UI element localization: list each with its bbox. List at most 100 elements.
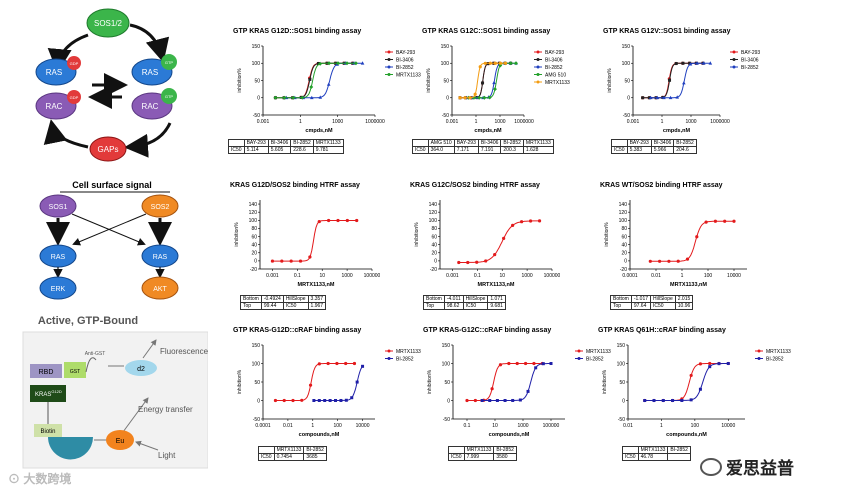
table-cell: MRTX1133 [637,446,669,454]
legend-label: BI-3406 [741,57,759,63]
y-tick-label: 80 [621,226,627,232]
data-point [465,398,469,403]
table-cell: 1.071 [487,295,506,303]
x-axis-label: compounds,nM [489,432,530,437]
signaling-diagram: Cell surface signal SOS1 SOS2 RAS RAS ER… [39,180,179,300]
data-point [685,257,690,261]
results-table-8: MRTX1133 BI-2852 IC50 7.999 3580 [448,446,517,461]
table-cell: IC50 [258,453,275,461]
legend-marker [732,58,736,61]
fluorescence-label: Fluorescence [160,347,208,356]
y-tick-label: 0 [447,398,450,404]
watermark-left: ⊙ 大数跨境 [8,472,72,486]
series-line-2 [642,62,704,99]
y-tick-label: 0 [257,96,260,102]
y-tick-label: 100 [441,61,450,67]
ras-label-1: RAS [51,254,66,261]
data-point [484,259,488,263]
table-cell: 1.628 [522,146,554,154]
data-point [717,362,721,366]
x-tick-label: 1 [661,119,664,125]
y-tick-label: -50 [623,113,630,119]
gdp-label-1: GDP [70,61,79,66]
data-point [483,61,487,65]
y-axis-label: inhibition% [427,369,433,394]
y-tick-label: -50 [618,417,625,423]
data-point [534,366,538,370]
data-point [713,219,718,223]
table-cell: AMG 510 [427,139,455,147]
chart-title-9: GTP KRAS Q61H::cRAF binding assay [598,327,726,334]
table-cell [228,139,245,147]
table-cell: Bottom [610,295,632,303]
results-table-4: Bottom -0.4924 HillSlope 3.357 Top 99.44 IC50 1… [240,295,327,310]
y-tick-label: 150 [617,343,626,349]
chart-4: -20 0 20 40 60 80 100 120 140 0.001 0.1 10 1000 10000… [234,200,380,287]
y-tick-label: 100 [442,361,451,367]
table-cell: 9.681 [487,302,506,310]
data-point [695,235,699,239]
results-table-7: MRTX1133 BI-2852 IC50 0.7454 3685 [258,446,327,461]
kras-box [30,385,66,402]
sos12-label: SOS1/2 [94,19,123,28]
y-tick-label: -20 [250,267,257,273]
chart-3: -50 0 50 100 150 0.001 1 1000 1000000 cmpds,nM inh… [607,44,760,133]
chart-9: -50 0 50 100 150 0.01 1 100 10000 compounds,nM inh… [602,343,791,437]
streptavidin-shape [48,437,93,460]
data-point [309,85,314,90]
legend-label: MRTX1133 [586,349,611,355]
table-cell: 7.191 [477,146,502,154]
energy-transfer-label: Energy transfer [138,405,193,414]
data-point [492,80,496,85]
data-point [317,219,321,224]
data-point [701,61,706,65]
table-cell: 0.7454 [273,453,305,461]
legend-label: MRTX1133 [766,349,791,355]
biotin-box [34,424,62,437]
y-tick-label: 0 [446,96,449,102]
data-point [344,61,349,66]
series-line-2 [644,363,729,401]
y-tick-label: 140 [619,202,628,208]
data-point [490,387,494,391]
data-point [473,92,477,96]
data-point [541,362,545,366]
legend-marker [387,349,391,353]
data-point [493,61,497,65]
data-point [318,95,323,99]
x-axis-label: MRTX1133,nM [298,282,335,287]
series-line-1 [272,220,357,262]
data-point [668,95,673,100]
legend-marker [536,65,540,69]
data-point [523,361,528,366]
y-tick-label: 60 [431,234,437,240]
eu-node [106,430,134,450]
sos1-node [39,194,77,218]
data-point [708,365,712,369]
series-line-3 [466,62,516,99]
y-axis-label: inhibition% [426,68,432,93]
data-point [518,398,522,402]
chart-title-3: GTP KRAS G12V::SOS1 binding assay [603,28,731,35]
gdp-label-2: GDP [70,95,79,100]
rac-gtp-label: RAC [142,102,159,111]
results-table-2: AMG 510 BAY-293 BI-3406 BI-2852 MRTX1133 IC50… [412,139,554,154]
y-tick-label: 100 [622,61,631,67]
data-point [661,398,665,402]
data-point [308,77,312,81]
x-tick-label: 100000 [544,273,560,279]
d2-node [125,360,157,376]
table-cell: BI-2852 [673,139,697,147]
y-tick-label: 120 [249,210,258,216]
data-point [481,81,485,85]
data-point [641,96,645,100]
sos2-label: SOS2 [151,204,170,211]
y-axis-label: inhibition% [414,222,420,247]
table-cell [611,139,628,147]
data-point [344,361,348,366]
table-cell: 99.44 [260,302,284,310]
x-axis-label: compounds,nM [299,432,340,437]
table-row: Top 97.64 IC50 10.96 [610,302,694,310]
table-cell: BI-3406 [477,139,502,147]
y-tick-label: 150 [252,343,261,349]
